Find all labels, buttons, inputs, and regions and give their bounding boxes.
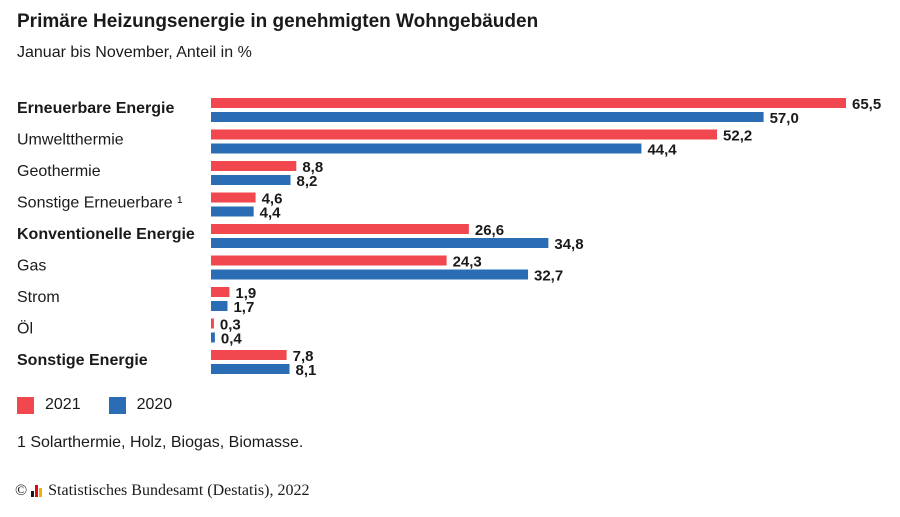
- bar-2021: [211, 98, 846, 108]
- data-label-2020: 32,7: [534, 268, 563, 285]
- bar-2021: [211, 350, 287, 360]
- bar-2021: [211, 161, 297, 171]
- bar-2021: [211, 287, 230, 297]
- category-label: Erneuerbare Energie: [17, 100, 175, 117]
- bar-2020: [211, 301, 228, 311]
- bar-2020: [211, 269, 529, 280]
- data-label-2020: 8,1: [296, 362, 317, 379]
- legend-label-2020: 2020: [136, 396, 173, 413]
- source-text: Statistisches Bundesamt (Destatis), 2022: [48, 482, 310, 499]
- legend-label-2021: 2021: [45, 396, 81, 413]
- category-label: Umweltthermie: [17, 132, 124, 149]
- data-label-2020: 44,4: [647, 142, 677, 159]
- bar-2021: [211, 318, 214, 329]
- data-label-2021: 65,5: [852, 96, 881, 113]
- bar-2021: [211, 129, 718, 140]
- legend-swatch-2021: [17, 396, 34, 414]
- data-label-2021: 0,3: [220, 317, 241, 334]
- category-label: Konventionelle Energie: [17, 226, 195, 243]
- data-label-2021: 7,8: [293, 348, 314, 365]
- bar-chart: Erneuerbare Energie 65,5 57,0 Umweltthermie…: [17, 96, 881, 379]
- bar-2021: [211, 255, 447, 266]
- bar-2020: [211, 175, 291, 185]
- bar-2020: [211, 332, 215, 343]
- bar-2020: [211, 238, 549, 248]
- source-line: © Statistisches Bundesamt (Destatis), 20…: [15, 482, 309, 500]
- category-label: Gas: [17, 258, 46, 275]
- bar-2021: [211, 192, 256, 203]
- category-label: Strom: [17, 289, 60, 306]
- footnote: 1 Solarthermie, Holz, Biogas, Biomasse.: [17, 434, 304, 451]
- bar-2021: [211, 224, 469, 234]
- legend-swatch-2020: [108, 396, 126, 414]
- legend: 2021 2020: [17, 396, 200, 414]
- category-label: Öl: [17, 320, 33, 338]
- bar-2020: [211, 206, 254, 217]
- category-label: Geothermie: [17, 163, 101, 180]
- data-label-2021: 24,3: [453, 254, 482, 271]
- data-label-2020: 0,4: [221, 331, 243, 348]
- legend-item-2020: 2020: [108, 396, 173, 414]
- data-label-2020: 1,7: [233, 299, 254, 316]
- data-label-2021: 52,2: [723, 128, 752, 145]
- data-label-2021: 8,8: [302, 159, 323, 176]
- data-label-2021: 4,6: [262, 191, 283, 208]
- data-label-2020: 8,2: [296, 173, 317, 190]
- copyright-symbol: ©: [15, 482, 28, 499]
- data-label-2020: 4,4: [260, 205, 282, 222]
- bar-2020: [211, 364, 290, 374]
- chart-subtitle: Januar bis November, Anteil in %: [17, 44, 252, 61]
- bar-2020: [211, 143, 642, 154]
- data-label-2020: 57,0: [770, 110, 799, 127]
- bar-2020: [211, 112, 764, 122]
- data-label-2021: 1,9: [235, 285, 256, 302]
- category-label: Sonstige Energie: [17, 352, 148, 369]
- data-label-2021: 26,6: [475, 222, 504, 239]
- destatis-logo-icon: [31, 485, 43, 497]
- category-label: Sonstige Erneuerbare ¹: [17, 195, 182, 212]
- chart-title: Primäre Heizungsenergie in genehmigten W…: [17, 11, 539, 32]
- data-label-2020: 34,8: [554, 236, 583, 253]
- legend-item-2021: 2021: [17, 396, 81, 414]
